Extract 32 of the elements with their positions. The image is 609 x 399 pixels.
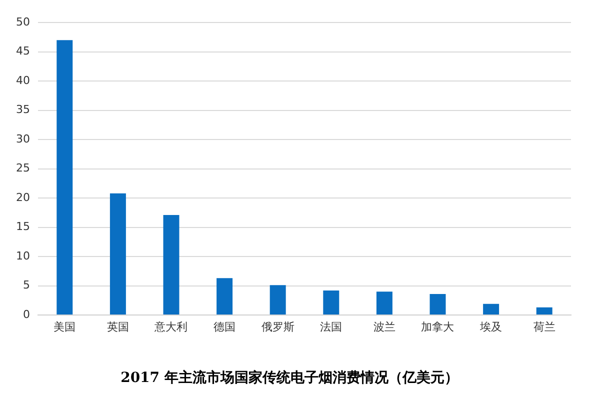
x-tick-label: 德国 <box>214 320 236 334</box>
y-tick-label: 25 <box>16 162 30 175</box>
y-tick-label: 40 <box>16 74 30 87</box>
x-tick-label: 法国 <box>320 320 342 334</box>
x-tick-label: 美国 <box>54 320 76 334</box>
x-tick-label: 加拿大 <box>421 320 454 334</box>
y-tick-label: 15 <box>16 220 30 234</box>
y-tick-label: 20 <box>16 190 30 204</box>
y-tick-label: 35 <box>16 103 30 116</box>
x-tick-label: 英国 <box>106 320 129 334</box>
x-tick-label: 俄罗斯 <box>261 320 294 334</box>
bar <box>110 193 126 314</box>
y-tick-label: 10 <box>16 249 30 262</box>
y-tick-label: 50 <box>16 15 30 28</box>
bar <box>270 285 286 314</box>
bar <box>323 290 340 314</box>
x-tick-label: 埃及 <box>479 320 502 334</box>
bar <box>430 294 446 314</box>
bar <box>483 304 500 314</box>
bar <box>56 40 73 314</box>
x-tick-label: 荷兰 <box>533 320 556 334</box>
y-tick-label: 30 <box>16 132 30 146</box>
bar <box>536 307 552 314</box>
y-tick-label: 45 <box>16 44 30 58</box>
bar <box>163 215 180 314</box>
text: 2017 年主流市场国家传统电子烟消费情况（亿美元） <box>120 369 458 386</box>
bar <box>376 292 392 314</box>
y-tick-label: 0 <box>22 308 30 321</box>
bar <box>216 278 233 314</box>
y-tick-label: 5 <box>22 278 30 292</box>
x-tick-label: 波兰 <box>373 320 396 334</box>
x-tick-label: 意大利 <box>154 320 188 334</box>
